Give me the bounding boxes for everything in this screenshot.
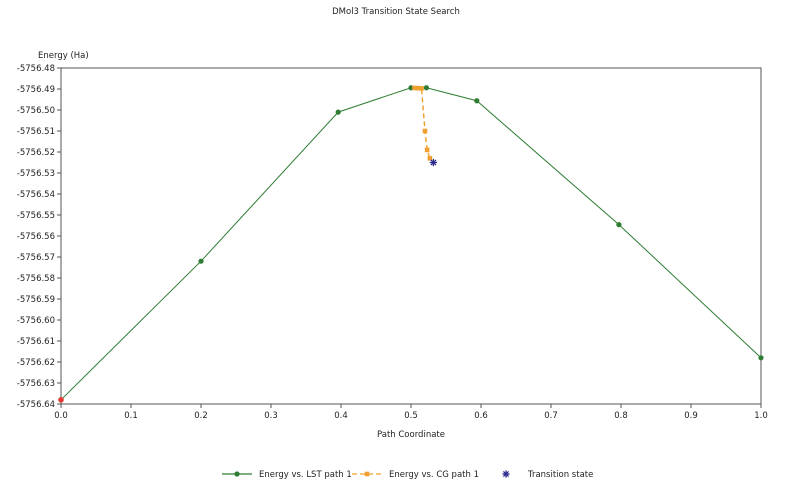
series-1-point [419,86,424,91]
series-1-point [424,147,430,153]
series-layer [58,85,764,403]
x-axis-ticks: 0.0 0.1 0.2 0.3 0.4 0.5 0.6 0.7 0.8 0.9 1.0 [54,404,768,421]
x-tick-label: 0.2 [194,411,208,421]
y-tick-label: -5756.61 [17,337,55,347]
legend-label: Energy vs. CG path 1 [389,470,479,480]
series-1-point [415,85,421,91]
y-tick-label: -5756.62 [17,358,55,368]
y-tick-label: -5756.63 [17,379,55,389]
y-tick-label: -5756.50 [17,106,55,116]
x-tick-label: 1.0 [754,411,768,421]
y-tick-label: -5756.58 [17,274,55,284]
legend-label: Transition state [527,470,593,480]
series-0-point [474,98,480,104]
y-axis-ticks: -5756.48 -5756.49 -5756.50 -5756.51 -5756.52… [17,64,61,410]
series-2-point [429,158,437,167]
y-tick-label: -5756.54 [17,190,55,200]
y-tick-label: -5756.53 [17,169,55,179]
series-0-point [616,222,622,228]
y-tick-label: -5756.60 [17,316,55,326]
legend-marker [364,471,370,477]
x-tick-label: 0.1 [124,411,138,421]
legend-marker [502,470,510,478]
series-0-point [423,85,429,91]
x-tick-label: 0.9 [684,411,698,421]
start-point [58,397,64,403]
y-tick-label: -5756.64 [17,400,55,410]
x-tick-label: 0.4 [334,411,348,421]
x-tick-label: 0.6 [474,411,488,421]
chart-title: DMol3 Transition State Search [332,7,460,17]
legend-label: Energy vs. LST path 1 [259,470,352,480]
series-1-point [422,128,428,134]
y-tick-label: -5756.49 [17,85,55,95]
y-tick-label: -5756.59 [17,295,55,305]
y-tick-label: -5756.48 [17,64,55,74]
legend: Energy vs. LST path 1 Energy vs. CG path … [222,470,593,480]
y-tick-label: -5756.52 [17,148,55,158]
x-tick-label: 0.8 [614,411,628,421]
y-tick-label: -5756.51 [17,127,55,137]
x-tick-label: 0.3 [264,411,278,421]
series-1-point [412,85,417,91]
series-0-point [758,355,764,361]
y-tick-label: -5756.57 [17,253,55,263]
y-tick-label: -5756.56 [17,232,55,242]
x-axis-label: Path Coordinate [377,430,445,440]
x-tick-label: 0.5 [404,411,418,421]
y-tick-label: -5756.55 [17,211,55,221]
series-0-point [335,109,341,115]
legend-marker [234,471,240,477]
plot-area [60,67,762,405]
series-1-point [427,156,433,161]
x-tick-label: 0.7 [544,411,558,421]
series-0-point [198,258,204,264]
y-axis-label: Energy (Ha) [38,51,89,61]
x-tick-label: 0.0 [54,411,68,421]
